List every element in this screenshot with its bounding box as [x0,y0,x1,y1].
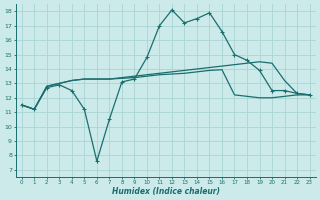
X-axis label: Humidex (Indice chaleur): Humidex (Indice chaleur) [112,187,220,196]
